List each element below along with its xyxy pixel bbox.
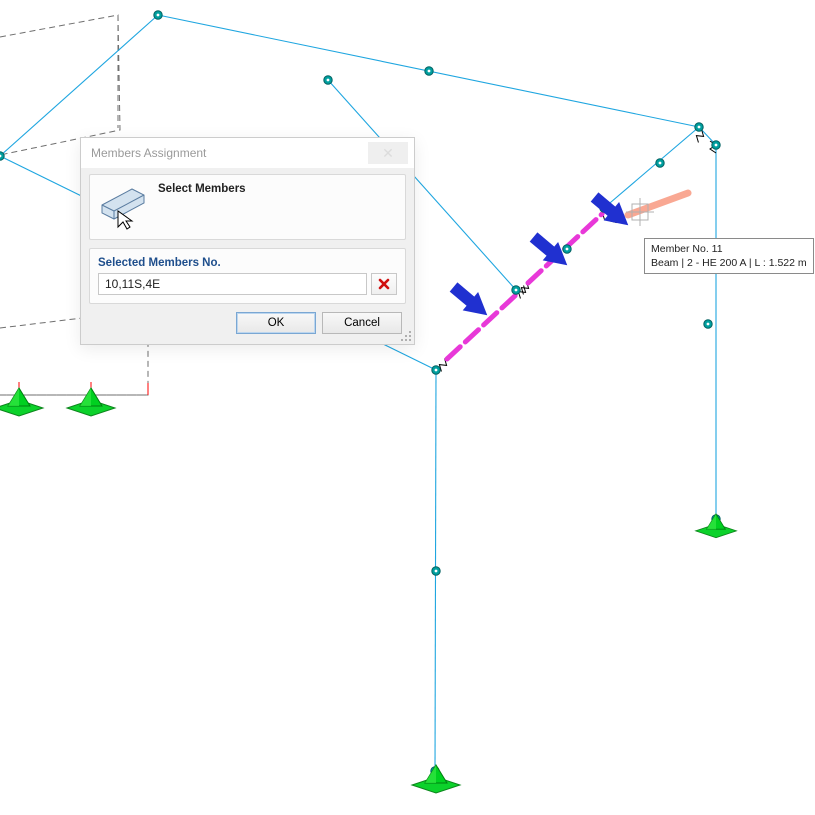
ok-button[interactable]: OK xyxy=(236,312,316,334)
tooltip-line1: Member No. 11 xyxy=(651,242,807,256)
select-members-panel: Select Members xyxy=(89,174,406,240)
model-viewport[interactable] xyxy=(0,0,815,815)
selected-members-panel: Selected Members No. xyxy=(89,248,406,304)
dialog-title: Members Assignment xyxy=(91,146,206,160)
close-icon[interactable]: ✕ xyxy=(368,142,408,164)
members-assignment-dialog: Members Assignment ✕ Select Members Sele… xyxy=(80,137,415,345)
tooltip-line2: Beam | 2 - HE 200 A | L : 1.522 m xyxy=(651,256,807,270)
beam-icon[interactable] xyxy=(98,181,148,231)
resize-grip-icon[interactable] xyxy=(400,330,412,342)
clear-input-button[interactable] xyxy=(371,273,397,295)
selected-members-label: Selected Members No. xyxy=(98,257,397,269)
select-members-label: Select Members xyxy=(158,183,246,195)
dialog-titlebar[interactable]: Members Assignment ✕ xyxy=(81,138,414,168)
selected-members-input[interactable] xyxy=(98,273,367,295)
cancel-button[interactable]: Cancel xyxy=(322,312,402,334)
member-tooltip: Member No. 11 Beam | 2 - HE 200 A | L : … xyxy=(644,238,814,274)
